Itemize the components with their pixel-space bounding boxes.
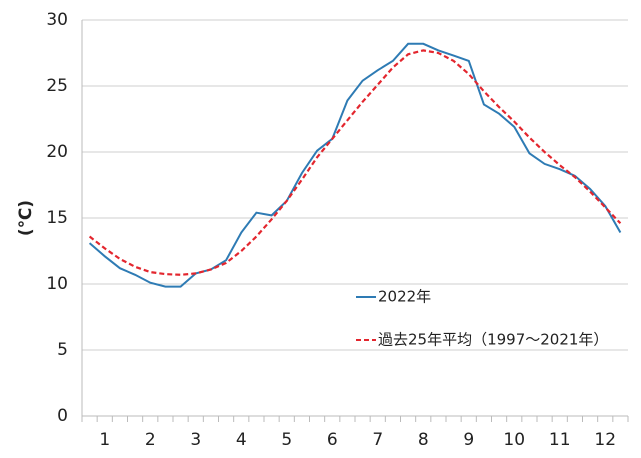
series-line — [88, 42, 622, 288]
x-tick-label: 10 — [503, 430, 525, 450]
x-tick-label: 8 — [418, 430, 429, 450]
legend-label: 2022年 — [378, 288, 431, 306]
y-tick-label: 10 — [46, 274, 68, 294]
y-tick-label: 25 — [46, 76, 68, 96]
y-tick-label: 5 — [57, 340, 68, 360]
legend-label: 過去25年平均（1997～2021年） — [378, 331, 608, 349]
y-tick-label: 20 — [46, 142, 68, 162]
y-tick-label: 0 — [57, 406, 68, 426]
x-tick-label: 1 — [99, 430, 110, 450]
y-axis-label: (℃) — [16, 200, 36, 236]
x-tick-label: 2 — [145, 430, 156, 450]
x-tick-label: 4 — [236, 430, 247, 450]
x-tick-label: 5 — [281, 430, 292, 450]
x-tick-label: 3 — [190, 430, 201, 450]
y-tick-label: 15 — [46, 208, 68, 228]
series-line — [88, 49, 622, 276]
y-tick-label: 30 — [46, 10, 68, 30]
x-tick-label: 6 — [327, 430, 338, 450]
x-tick-label: 11 — [549, 430, 571, 450]
x-tick-label: 12 — [594, 430, 616, 450]
x-tick-label: 7 — [372, 430, 383, 450]
x-tick-label: 9 — [463, 430, 474, 450]
